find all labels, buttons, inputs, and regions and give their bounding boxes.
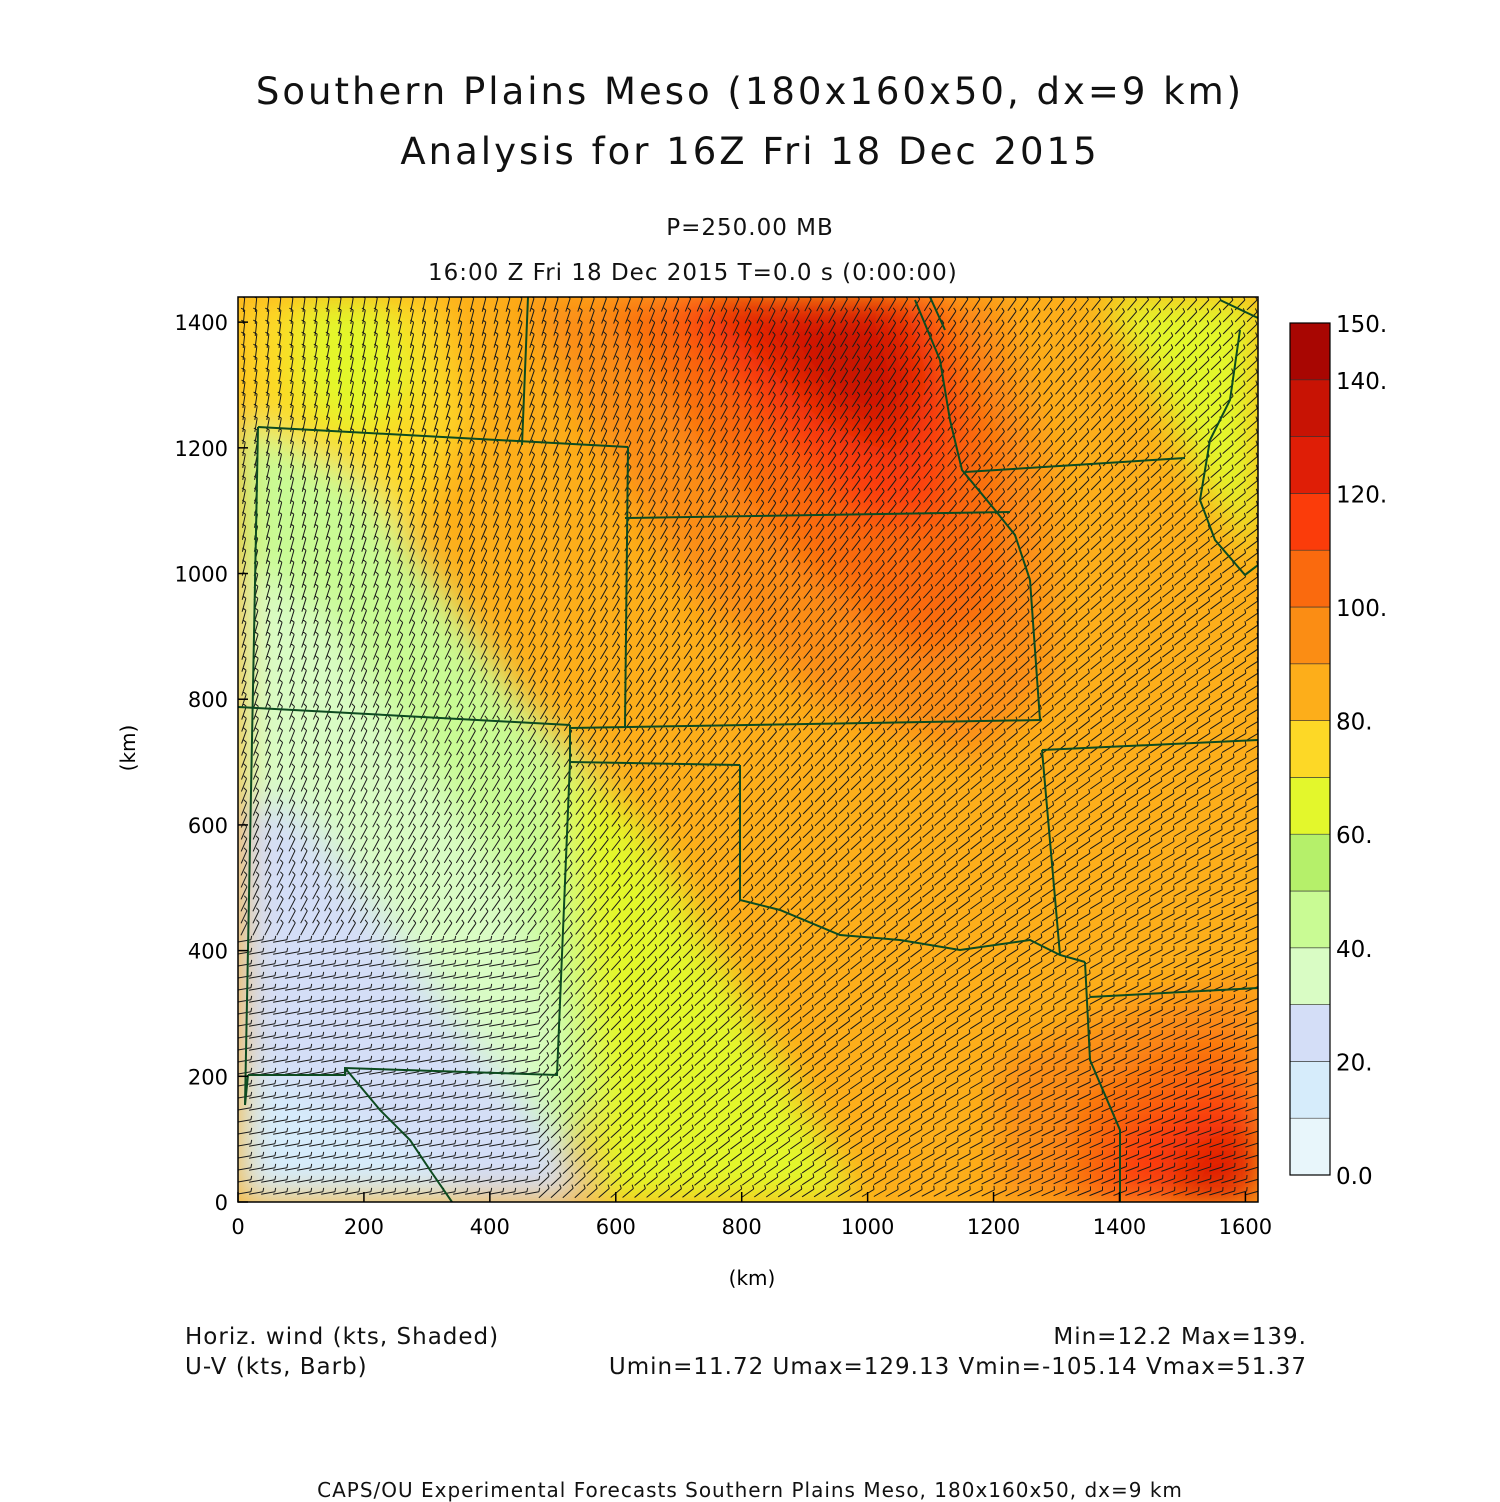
colorbar-label: 20. bbox=[1336, 1050, 1373, 1076]
wind-barbs bbox=[238, 297, 1258, 1199]
y-tick-label: 1200 bbox=[175, 437, 228, 461]
boundary-ar-north bbox=[1041, 739, 1258, 751]
x-tick-label: 0 bbox=[231, 1215, 244, 1239]
colorbar-label: 60. bbox=[1336, 823, 1373, 849]
credit-line: CAPS/OU Experimental Forecasts Southern … bbox=[317, 1478, 1183, 1502]
barb-field-label: U-V (kts, Barb) bbox=[185, 1354, 368, 1380]
x-axis-label: (km) bbox=[729, 1266, 776, 1290]
colorbar-label: 120. bbox=[1336, 482, 1387, 508]
colorbar-label: 80. bbox=[1336, 710, 1373, 736]
x-tick-label: 600 bbox=[596, 1215, 636, 1239]
colorbar-bin bbox=[1289, 890, 1331, 949]
x-tick-label: 200 bbox=[344, 1215, 384, 1239]
boundary-ne-south bbox=[624, 511, 1011, 519]
boundary-ne-west bbox=[521, 297, 529, 446]
plot-frame bbox=[237, 296, 1259, 1203]
boundary-ar-west bbox=[1084, 961, 1121, 1202]
boundary-tx-west bbox=[244, 1067, 453, 1202]
valid-time-label: 16:00 Z Fri 18 Dec 2015 T=0.0 s (0:00:00… bbox=[428, 260, 958, 286]
colorbar-bin bbox=[1289, 947, 1331, 1005]
y-tick-label: 1400 bbox=[175, 311, 228, 335]
boundary-panhandle-west bbox=[248, 725, 571, 1077]
wind-speed-shading bbox=[238, 297, 1258, 1202]
colorbar-bin bbox=[1289, 322, 1331, 381]
colorbar-label: 140. bbox=[1336, 369, 1387, 395]
colorbar-bin bbox=[1289, 379, 1331, 437]
y-tick-label: 400 bbox=[188, 940, 228, 964]
boundary-mn-ia bbox=[929, 297, 946, 331]
pressure-level-label: P=250.00 MB bbox=[666, 215, 834, 241]
boundary-co-south bbox=[238, 706, 571, 726]
colorbar-label: 150. bbox=[1336, 312, 1387, 338]
x-axis: 0 200 400 600 800 1000 1200 1400 1600 bbox=[231, 1192, 1272, 1239]
x-tick-label: 1600 bbox=[1219, 1215, 1272, 1239]
y-tick-label: 200 bbox=[188, 1065, 228, 1089]
boundary-ok-east bbox=[739, 765, 1086, 963]
boundary-missouri-river bbox=[914, 299, 1031, 581]
colorbar-bin bbox=[1289, 777, 1331, 835]
boundary-co-east bbox=[624, 446, 629, 729]
x-tick-label: 1400 bbox=[1093, 1215, 1146, 1239]
y-tick-label: 1000 bbox=[175, 563, 228, 587]
boundary-mississippi bbox=[1198, 299, 1258, 577]
x-tick-label: 400 bbox=[470, 1215, 510, 1239]
colorbar-bin bbox=[1289, 833, 1331, 892]
boundary-ok-north bbox=[569, 719, 1043, 729]
min-max-readout: Min=12.2 Max=139. bbox=[1053, 1324, 1307, 1350]
y-tick-label: 0 bbox=[215, 1191, 228, 1215]
y-tick-label: 600 bbox=[188, 814, 228, 838]
x-tick-label: 1200 bbox=[967, 1215, 1020, 1239]
colorbar-bin bbox=[1289, 493, 1331, 551]
title-line-2: Analysis for 16Z Fri 18 Dec 2015 bbox=[400, 130, 1100, 173]
y-axis-label: (km) bbox=[116, 725, 140, 772]
colorbar-label: 0.0 bbox=[1336, 1164, 1373, 1190]
colorbar-label: 100. bbox=[1336, 596, 1387, 622]
colorbar: 0.0 20. 40. 60. 80. 100. 120. 140. 150. bbox=[1289, 312, 1387, 1190]
colorbar-bin bbox=[1289, 606, 1331, 665]
colorbar-bin bbox=[1289, 720, 1331, 778]
y-tick-label: 800 bbox=[188, 688, 228, 712]
boundary-ia-south bbox=[964, 457, 1186, 473]
wind-barb-field bbox=[238, 297, 1258, 1199]
boundary-co-west bbox=[244, 426, 259, 1106]
colorbar-bin bbox=[1289, 663, 1331, 721]
shaded-field-label: Horiz. wind (kts, Shaded) bbox=[185, 1324, 500, 1350]
colorbar-frame bbox=[1289, 322, 1331, 1176]
uv-stats-readout: Umin=11.72 Umax=129.13 Vmin=-105.14 Vmax… bbox=[608, 1354, 1307, 1380]
boundary-ks-east bbox=[1029, 579, 1041, 721]
colorbar-bin bbox=[1289, 1117, 1331, 1176]
state-boundaries bbox=[238, 297, 1258, 1202]
colorbar-bin bbox=[1289, 549, 1331, 608]
x-tick-label: 1000 bbox=[841, 1215, 894, 1239]
colorbar-bin bbox=[1289, 1004, 1331, 1062]
y-axis: 0 200 400 600 800 1000 1200 1400 bbox=[175, 311, 248, 1215]
boundary-co-north bbox=[257, 426, 629, 448]
colorbar-bin bbox=[1289, 1061, 1331, 1119]
colorbar-label: 40. bbox=[1336, 937, 1373, 963]
boundary-ar-la bbox=[1089, 987, 1258, 998]
boundary-panhandle-south bbox=[569, 761, 741, 766]
boundary-mo-ok bbox=[1041, 749, 1061, 956]
colorbar-bin bbox=[1289, 436, 1331, 494]
title-line-1: Southern Plains Meso (180x160x50, dx=9 k… bbox=[255, 70, 1245, 113]
x-tick-label: 800 bbox=[722, 1215, 762, 1239]
